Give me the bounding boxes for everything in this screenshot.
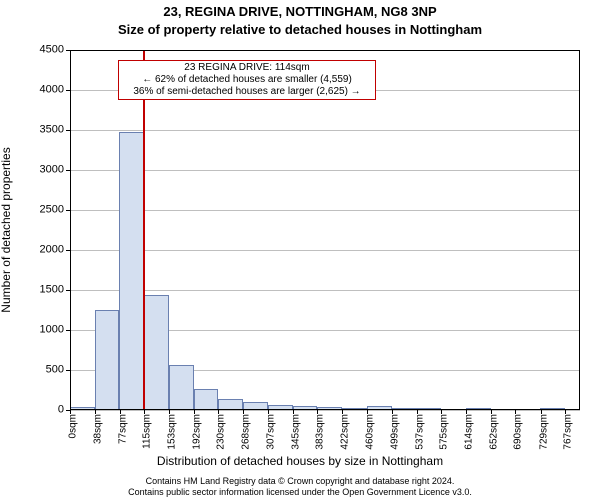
x-tick-label: 77sqm	[117, 414, 128, 444]
histogram-bar	[144, 295, 169, 410]
copyright-text: Contains HM Land Registry data © Crown c…	[0, 476, 600, 498]
gridline	[70, 130, 580, 131]
histogram-bar	[317, 407, 342, 410]
histogram-bar	[95, 310, 120, 410]
gridline	[70, 50, 580, 51]
histogram-bar	[540, 408, 565, 410]
y-tick-mark	[66, 290, 70, 291]
x-tick-label: 153sqm	[166, 414, 177, 450]
x-tick-label: 345sqm	[290, 414, 301, 450]
y-tick-label: 0	[6, 405, 64, 416]
y-tick-mark	[66, 370, 70, 371]
x-tick-label: 383sqm	[315, 414, 326, 450]
histogram-bar	[194, 389, 219, 410]
x-tick-label: 192sqm	[191, 414, 202, 450]
x-tick-label: 652sqm	[488, 414, 499, 450]
x-tick-label: 115sqm	[142, 414, 153, 449]
x-tick-label: 729sqm	[538, 414, 549, 450]
x-tick-label: 230sqm	[216, 414, 227, 450]
annotation-line1: 23 REGINA DRIVE: 114sqm	[122, 62, 372, 74]
gridline	[70, 170, 580, 171]
y-tick-label: 2000	[6, 245, 64, 256]
copyright-line2: Contains public sector information licen…	[128, 487, 472, 497]
histogram-bar	[268, 405, 293, 410]
y-tick-label: 4000	[6, 85, 64, 96]
histogram-bar	[342, 408, 367, 410]
x-tick-label: 575sqm	[439, 414, 450, 450]
y-tick-mark	[66, 250, 70, 251]
chart-title-sub: Size of property relative to detached ho…	[0, 22, 600, 37]
histogram-bar	[392, 408, 417, 410]
y-tick-label: 500	[6, 365, 64, 376]
histogram-bar	[367, 406, 392, 410]
histogram-bar	[218, 399, 243, 410]
gridline	[70, 250, 580, 251]
y-tick-label: 3000	[6, 165, 64, 176]
copyright-line1: Contains HM Land Registry data © Crown c…	[146, 476, 455, 486]
histogram-bar	[416, 408, 441, 410]
histogram-bar	[169, 365, 194, 410]
histogram-bar	[70, 407, 95, 410]
chart-title-main: 23, REGINA DRIVE, NOTTINGHAM, NG8 3NP	[0, 4, 600, 19]
histogram-bar	[243, 402, 268, 410]
histogram-bar	[466, 408, 491, 410]
y-tick-label: 3500	[6, 125, 64, 136]
histogram-bar	[293, 406, 318, 410]
y-tick-label: 4500	[6, 45, 64, 56]
x-tick-label: 422sqm	[340, 414, 351, 450]
x-tick-label: 38sqm	[92, 414, 103, 444]
y-tick-label: 2500	[6, 205, 64, 216]
x-tick-label: 307sqm	[266, 414, 277, 450]
reference-marker	[143, 50, 145, 410]
x-tick-label: 614sqm	[464, 414, 475, 450]
gridline	[70, 210, 580, 211]
x-tick-label: 537sqm	[414, 414, 425, 450]
x-tick-label: 0sqm	[68, 414, 79, 438]
y-tick-mark	[66, 90, 70, 91]
y-tick-mark	[66, 170, 70, 171]
y-tick-mark	[66, 330, 70, 331]
y-tick-label: 1000	[6, 325, 64, 336]
x-tick-label: 499sqm	[390, 414, 401, 450]
y-tick-mark	[66, 130, 70, 131]
annotation-line3: 36% of semi-detached houses are larger (…	[122, 86, 372, 98]
gridline	[70, 290, 580, 291]
y-tick-mark	[66, 50, 70, 51]
y-tick-mark	[66, 210, 70, 211]
x-tick-label: 690sqm	[513, 414, 524, 450]
y-tick-label: 1500	[6, 285, 64, 296]
x-tick-label: 268sqm	[241, 414, 252, 450]
x-tick-label: 767sqm	[563, 414, 574, 450]
histogram-bar	[119, 132, 144, 410]
x-tick-label: 460sqm	[364, 414, 375, 450]
plot-area	[70, 50, 580, 410]
gridline	[70, 410, 580, 411]
chart-container: 23, REGINA DRIVE, NOTTINGHAM, NG8 3NP Si…	[0, 0, 600, 500]
annotation-box: 23 REGINA DRIVE: 114sqm← 62% of detached…	[118, 60, 376, 100]
annotation-line2: ← 62% of detached houses are smaller (4,…	[122, 74, 372, 86]
x-axis-label: Distribution of detached houses by size …	[0, 454, 600, 468]
